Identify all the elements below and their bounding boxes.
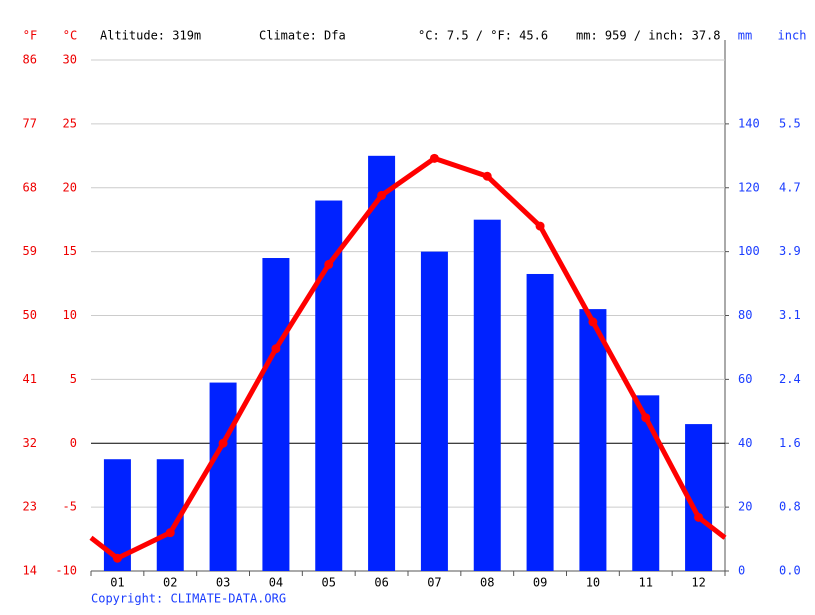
- y2-tick-label-inch: 4.7: [779, 180, 801, 194]
- bar: [209, 382, 237, 571]
- x-tick-label: 08: [480, 576, 494, 590]
- y2-tick-label: 20: [738, 500, 752, 514]
- y-tick-label: 5: [70, 372, 77, 386]
- y2-tick-label-inch: 3.9: [779, 244, 801, 258]
- x-tick-label: 09: [533, 576, 547, 590]
- y2-tick-label-inch: 2.4: [779, 372, 801, 386]
- point: [588, 317, 598, 327]
- y-tick-label-f: 41: [23, 372, 37, 386]
- bar: [473, 219, 501, 571]
- y-tick-label-f: 77: [23, 116, 37, 130]
- point: [218, 438, 228, 448]
- line-edge: [89, 515, 727, 561]
- total-precip: mm: 959 / inch: 37.8: [576, 29, 721, 43]
- y-tick-label: -5: [63, 500, 77, 514]
- y2-tick-label: 80: [738, 308, 752, 322]
- y-tick-label-f: 86: [23, 53, 37, 67]
- y-tick-label: 0: [70, 436, 77, 450]
- bar: [368, 155, 396, 571]
- y-tick-label: 15: [63, 244, 77, 258]
- x-tick-label: 10: [586, 576, 600, 590]
- point: [482, 171, 492, 181]
- y2-tick-label: 100: [738, 244, 760, 258]
- bar: [262, 258, 290, 571]
- x-tick-label: 01: [110, 576, 124, 590]
- f-unit: °F: [23, 29, 37, 43]
- point: [271, 344, 281, 354]
- y2-tick-label: 60: [738, 372, 752, 386]
- y-tick-label-f: 14: [23, 564, 37, 578]
- y-tick-label: -10: [55, 564, 77, 578]
- point: [429, 153, 439, 163]
- x-tick-label: 05: [322, 576, 336, 590]
- point: [641, 413, 651, 423]
- x-tick-label: 11: [639, 576, 653, 590]
- point: [324, 259, 334, 269]
- y2-tick-label-inch: 0.8: [779, 500, 801, 514]
- x-tick-label: 06: [374, 576, 388, 590]
- line: [116, 155, 701, 561]
- y-tick-label-f: 50: [23, 308, 37, 322]
- point: [112, 553, 122, 563]
- x-tick-label: 02: [163, 576, 177, 590]
- altitude: Altitude: 319m: [100, 29, 201, 43]
- y-tick-label-f: 23: [23, 500, 37, 514]
- bar: [579, 309, 607, 571]
- y-tick-label-f: 32: [23, 436, 37, 450]
- c-unit: °C: [63, 29, 77, 43]
- y-tick-label: 25: [63, 116, 77, 130]
- y2-tick-label-inch: 1.6: [779, 436, 801, 450]
- y-tick-label: 10: [63, 308, 77, 322]
- bar: [632, 395, 660, 571]
- y2-tick-label-inch: 3.1: [779, 308, 801, 322]
- y2-tick-label: 0: [738, 564, 745, 578]
- y2-tick-label-inch: 5.5: [779, 116, 801, 130]
- copyright: Copyright: CLIMATE-DATA.ORG: [91, 592, 286, 606]
- x-tick-label: 03: [216, 576, 230, 590]
- point: [377, 190, 387, 200]
- climate: Climate: Dfa: [259, 29, 346, 43]
- avg-temp: °C: 7.5 / °F: 45.6: [418, 29, 548, 43]
- y-tick-label-f: 59: [23, 244, 37, 258]
- y2-tick-label: 140: [738, 116, 760, 130]
- bar: [526, 273, 554, 571]
- y-tick-label-f: 68: [23, 180, 37, 194]
- x-tick-label: 04: [269, 576, 283, 590]
- point: [535, 221, 545, 231]
- y2-tick-label: 40: [738, 436, 752, 450]
- y2-tick-label-inch: 0.0: [779, 564, 801, 578]
- x-tick-label: 07: [427, 576, 441, 590]
- mm-unit: mm: [738, 29, 752, 43]
- y-tick-label: 30: [63, 53, 77, 67]
- x-tick-label: 12: [691, 576, 705, 590]
- y2-tick-label: 120: [738, 180, 760, 194]
- bar: [420, 251, 448, 571]
- y-tick-label: 20: [63, 180, 77, 194]
- point: [165, 528, 175, 538]
- inch-unit: inch: [778, 29, 807, 43]
- point: [694, 512, 704, 522]
